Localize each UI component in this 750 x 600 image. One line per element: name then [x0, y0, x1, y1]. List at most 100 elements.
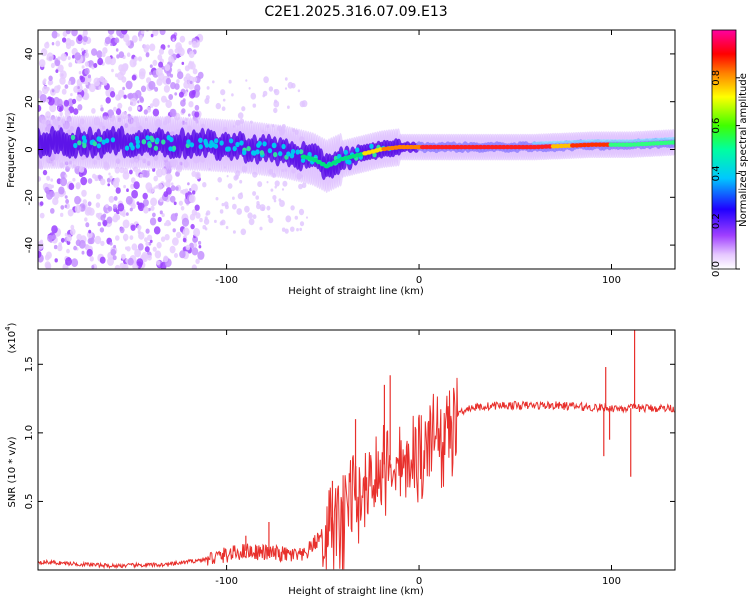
- noise-blob: [44, 186, 50, 193]
- noise-blob: [138, 37, 142, 42]
- ridge-fringe: [635, 138, 641, 142]
- noise-blob: [217, 177, 222, 183]
- colorbar-tick-label: 0.6: [711, 118, 722, 134]
- noise-blob: [130, 224, 136, 231]
- noise-blob: [78, 239, 86, 249]
- noise-blob: [84, 67, 90, 75]
- noise-blob: [46, 98, 50, 103]
- noise-blob: [104, 56, 112, 65]
- band-spot: [228, 138, 234, 144]
- noise-blob: [60, 212, 64, 217]
- noise-blob: [115, 73, 119, 78]
- spec-xtick-label: 0: [416, 275, 422, 286]
- ridge-fringe: [597, 139, 603, 143]
- noise-blob: [215, 102, 221, 110]
- band-spot: [149, 135, 154, 141]
- band-spot: [242, 150, 247, 156]
- noise-blob: [57, 33, 60, 37]
- noise-blob: [117, 203, 125, 212]
- noise-blob: [118, 51, 125, 59]
- noise-blob: [67, 80, 72, 86]
- band-spot: [203, 138, 208, 144]
- noise-blob: [59, 111, 63, 117]
- noise-blob: [221, 106, 226, 111]
- noise-blob: [131, 189, 139, 199]
- snr-xlabel: Height of straight line (km): [288, 586, 424, 597]
- band-spot: [251, 150, 256, 156]
- noise-blob: [54, 258, 58, 263]
- noise-blob: [62, 37, 67, 43]
- noise-blob: [59, 70, 67, 80]
- noise-blob: [115, 235, 120, 241]
- noise-blob: [95, 193, 101, 200]
- noise-blob: [262, 94, 266, 98]
- noise-blob: [282, 180, 288, 187]
- noise-blob: [100, 214, 106, 221]
- noise-blob: [125, 246, 128, 250]
- noise-blob: [46, 86, 50, 92]
- noise-blob: [107, 206, 113, 212]
- noise-blob: [182, 237, 187, 243]
- noise-blob: [49, 79, 54, 85]
- noise-blob: [49, 103, 57, 113]
- ridge-fringe: [547, 141, 553, 144]
- noise-blob: [204, 227, 208, 231]
- noise-blob: [109, 241, 113, 246]
- noise-blob: [188, 60, 193, 66]
- band-spot: [147, 142, 152, 148]
- noise-blob: [202, 182, 207, 188]
- band-spot: [369, 143, 374, 149]
- ridge-fringe: [555, 140, 561, 144]
- noise-blob: [143, 109, 148, 115]
- noise-blob: [168, 55, 174, 63]
- noise-blob: [82, 30, 88, 37]
- spec-xtick-label: 100: [602, 275, 621, 286]
- ridge-fringe: [655, 137, 661, 141]
- noise-blob: [38, 176, 42, 182]
- noise-blob: [50, 178, 54, 182]
- noise-blob: [71, 258, 79, 268]
- noise-blob: [51, 30, 58, 39]
- noise-blob: [214, 219, 217, 223]
- noise-blob: [110, 248, 117, 256]
- ridge-fringe: [666, 137, 672, 141]
- noise-blob: [139, 96, 144, 102]
- noise-blob: [169, 108, 177, 118]
- noise-blob: [125, 40, 131, 47]
- noise-blob: [81, 189, 87, 197]
- noise-blob: [194, 104, 200, 111]
- noise-blob: [144, 246, 150, 253]
- chart-title: C2E1.2025.316.07.09.E13: [264, 4, 447, 20]
- noise-blob: [199, 217, 203, 223]
- noise-blob: [157, 182, 163, 190]
- noise-blob: [169, 195, 176, 203]
- noise-blob: [159, 210, 163, 215]
- noise-blob: [177, 71, 184, 80]
- noise-blob: [152, 59, 158, 66]
- snr-frame: [37, 329, 676, 571]
- noise-blob: [101, 52, 106, 58]
- noise-blob: [153, 186, 156, 190]
- noise-blob: [82, 204, 86, 209]
- noise-blob: [150, 205, 155, 211]
- band-spot: [145, 135, 150, 141]
- ridge-fringe: [578, 139, 584, 143]
- noise-blob: [50, 208, 55, 214]
- snr-xtick-label: 100: [602, 576, 621, 587]
- noise-blob: [143, 206, 149, 214]
- band-spot: [124, 145, 130, 151]
- noise-blob: [129, 207, 133, 212]
- band-spot: [271, 142, 277, 149]
- band-spot: [239, 140, 244, 146]
- noise-blob: [107, 30, 115, 35]
- noise-blob: [299, 221, 305, 227]
- snr-ytick-label: 0.5: [24, 493, 35, 509]
- noise-blob: [228, 79, 232, 84]
- noise-blob: [152, 30, 159, 37]
- noise-blob: [193, 242, 198, 248]
- noise-blob: [102, 219, 108, 227]
- noise-blob: [106, 177, 111, 183]
- noise-blob: [237, 112, 244, 119]
- noise-blob: [89, 255, 94, 262]
- ridge-fringe: [570, 140, 576, 143]
